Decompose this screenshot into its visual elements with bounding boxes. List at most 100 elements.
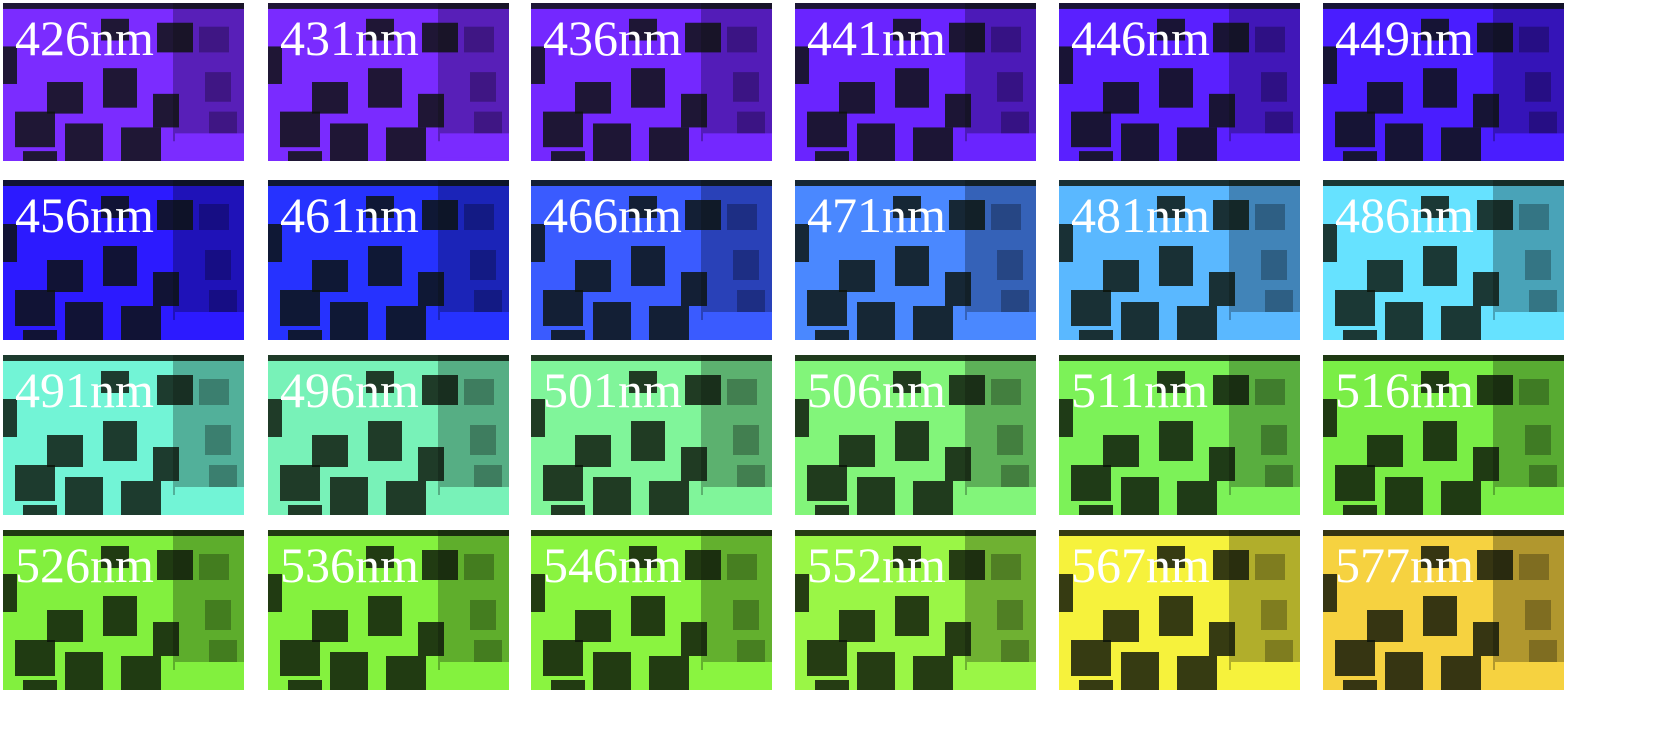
dark-block bbox=[551, 330, 585, 340]
dark-block bbox=[1157, 18, 1185, 41]
shadow-region bbox=[205, 250, 231, 280]
dark-block bbox=[1323, 180, 1564, 186]
dark-block bbox=[593, 477, 631, 515]
dark-block bbox=[543, 111, 583, 148]
dark-block bbox=[1343, 505, 1377, 515]
wavelength-label: 431nm bbox=[280, 10, 419, 66]
dark-block bbox=[1059, 224, 1073, 262]
dark-block bbox=[268, 3, 509, 9]
bright-bar bbox=[1495, 487, 1564, 511]
spectral-image bbox=[531, 355, 772, 515]
dark-block bbox=[593, 652, 631, 690]
dark-block bbox=[1177, 127, 1217, 161]
dark-block bbox=[543, 640, 583, 676]
spectral-image bbox=[795, 355, 1036, 515]
dark-block bbox=[1103, 435, 1139, 467]
dark-block bbox=[280, 465, 320, 501]
shadow-region bbox=[474, 640, 502, 666]
spectral-image bbox=[795, 180, 1036, 340]
dark-block bbox=[1121, 302, 1159, 340]
dark-block bbox=[1423, 246, 1457, 286]
spectral-tile: 471nm bbox=[795, 180, 1036, 340]
shadow-region bbox=[1001, 640, 1029, 666]
shadow-region bbox=[1525, 600, 1551, 630]
dark-block bbox=[1103, 610, 1139, 642]
shadow-region bbox=[470, 72, 496, 102]
dark-block bbox=[1213, 375, 1249, 405]
dark-block bbox=[1385, 652, 1423, 690]
dark-block bbox=[1159, 246, 1193, 286]
bright-bar bbox=[440, 312, 509, 336]
dark-block bbox=[1421, 546, 1449, 568]
shadow-region bbox=[464, 379, 494, 405]
shadow-region bbox=[1001, 465, 1029, 491]
dark-block bbox=[3, 180, 244, 186]
spectral-tile: 441nm bbox=[795, 3, 1036, 161]
dark-block bbox=[1059, 530, 1300, 536]
dark-block bbox=[418, 622, 444, 656]
dark-block bbox=[685, 200, 721, 230]
spectral-tile: 536nm bbox=[268, 530, 509, 690]
dark-block bbox=[366, 371, 394, 393]
dark-block bbox=[531, 3, 772, 9]
dark-block bbox=[47, 260, 83, 292]
dark-block bbox=[807, 111, 847, 148]
dark-block bbox=[1121, 123, 1159, 161]
dark-block bbox=[1473, 93, 1499, 128]
bright-bar bbox=[1231, 662, 1300, 686]
shadow-region bbox=[199, 204, 229, 230]
dark-block bbox=[312, 610, 348, 642]
dark-block bbox=[1477, 375, 1513, 405]
dark-block bbox=[629, 546, 657, 568]
shadow-region bbox=[733, 600, 759, 630]
dark-block bbox=[1473, 622, 1499, 656]
bright-bar bbox=[440, 662, 509, 686]
dark-block bbox=[47, 82, 83, 114]
dark-block bbox=[368, 68, 402, 108]
dark-block bbox=[65, 652, 103, 690]
wavelength-label: 491nm bbox=[15, 362, 154, 418]
spectral-image bbox=[531, 3, 772, 161]
dark-block bbox=[268, 355, 509, 361]
dark-block bbox=[280, 640, 320, 676]
shadow-region bbox=[205, 425, 231, 455]
dark-block bbox=[1343, 680, 1377, 690]
dark-block bbox=[1335, 465, 1375, 501]
dark-block bbox=[312, 260, 348, 292]
dark-block bbox=[1323, 355, 1564, 361]
spectral-tile: 449nm bbox=[1323, 3, 1564, 161]
dark-block bbox=[631, 68, 665, 108]
shadow-region bbox=[470, 600, 496, 630]
dark-block bbox=[795, 3, 1036, 9]
dark-block bbox=[101, 18, 129, 41]
bright-bar bbox=[175, 662, 244, 686]
dark-block bbox=[681, 622, 707, 656]
shadow-region bbox=[209, 111, 237, 138]
dark-block bbox=[422, 200, 458, 230]
bright-bar bbox=[967, 133, 1036, 158]
shadow-region bbox=[1265, 640, 1293, 666]
dark-block bbox=[895, 68, 929, 108]
spectral-image bbox=[1323, 530, 1564, 690]
dark-block bbox=[949, 200, 985, 230]
shadow-region bbox=[1261, 425, 1287, 455]
dark-block bbox=[893, 196, 921, 218]
dark-block bbox=[366, 546, 394, 568]
dark-block bbox=[1423, 596, 1457, 636]
dark-block bbox=[895, 246, 929, 286]
wavelength-label: 501nm bbox=[543, 362, 682, 418]
dark-block bbox=[1209, 447, 1235, 481]
wavelength-label: 567nm bbox=[1071, 537, 1210, 593]
dark-block bbox=[1059, 399, 1073, 437]
dark-block bbox=[15, 290, 55, 326]
dark-block bbox=[312, 435, 348, 467]
shadow-region bbox=[997, 600, 1023, 630]
dark-block bbox=[575, 610, 611, 642]
wavelength-label: 481nm bbox=[1071, 187, 1210, 243]
shadow-region bbox=[1261, 250, 1287, 280]
shadow-region bbox=[997, 72, 1023, 102]
dark-block bbox=[1079, 330, 1113, 340]
dark-block bbox=[1059, 46, 1073, 84]
dark-block bbox=[681, 447, 707, 481]
shadow-region bbox=[199, 26, 229, 53]
